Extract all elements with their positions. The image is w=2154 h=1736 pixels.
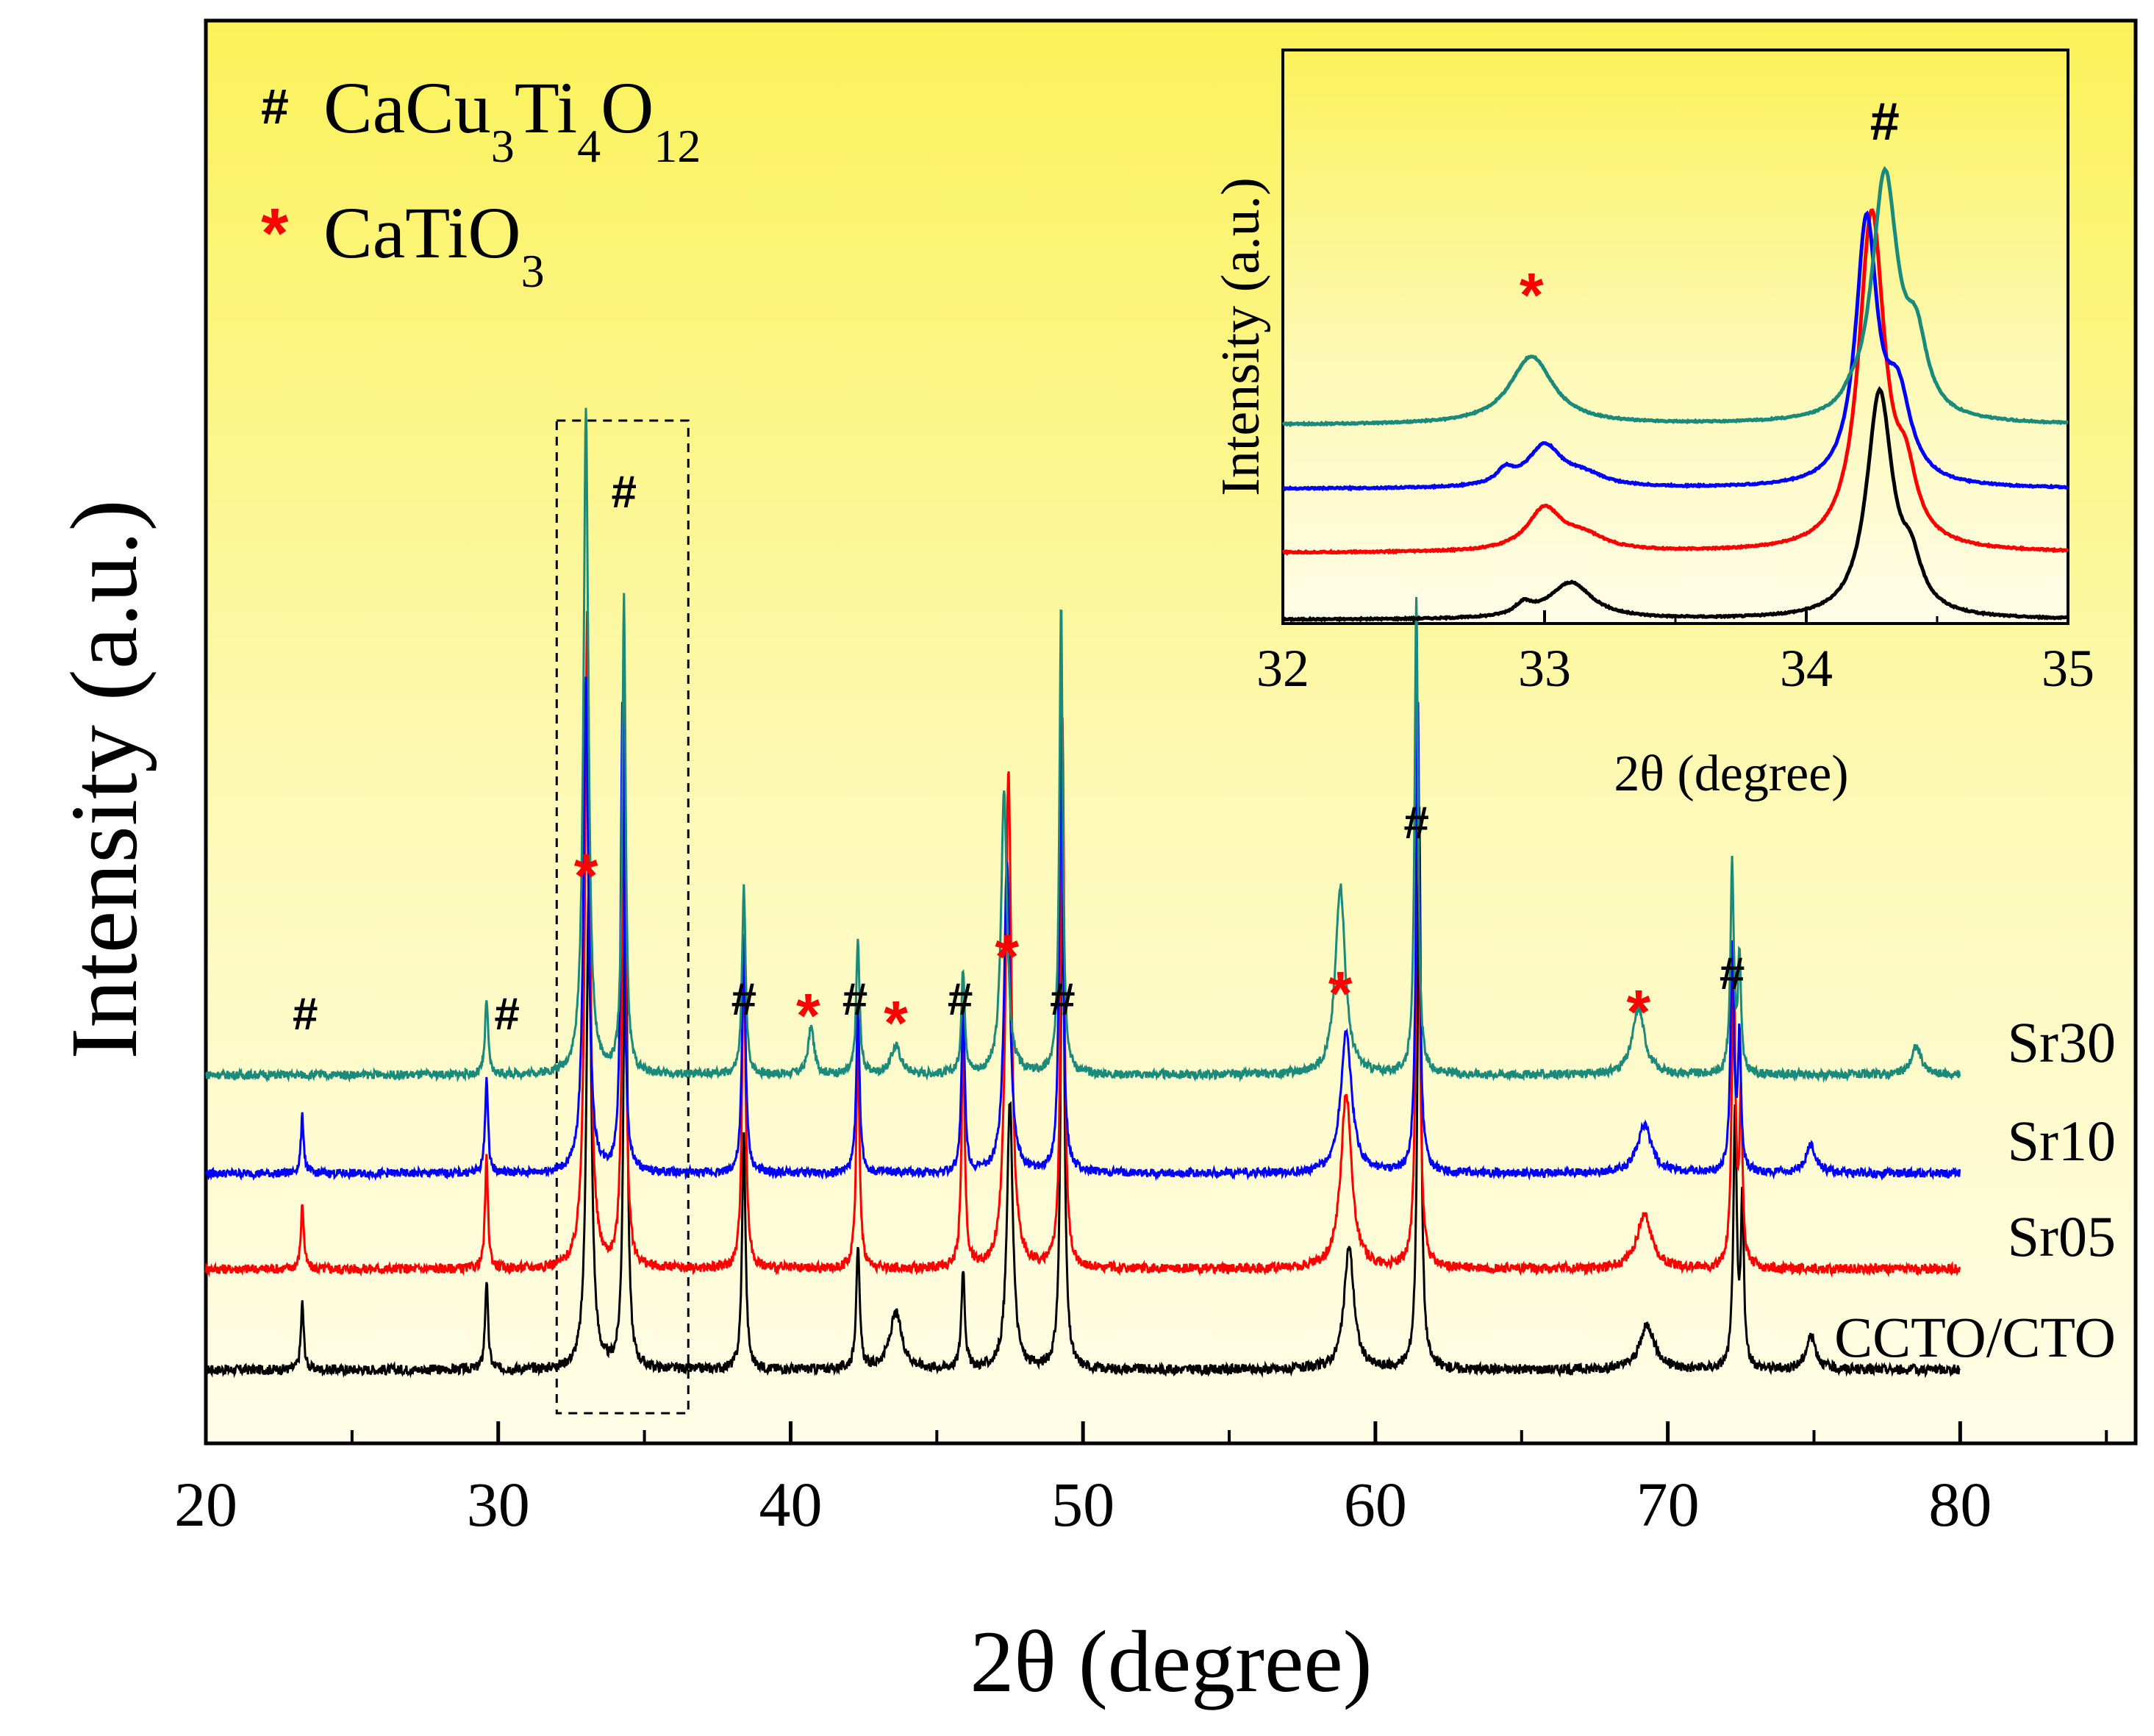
peak-marker-ccto: # [948, 974, 973, 1025]
legend: # CaCu3Ti4O12 * CaTiO3 [261, 67, 701, 297]
inset-x-tick-label: 35 [2042, 639, 2094, 698]
x-tick-label: 70 [1636, 1469, 1700, 1540]
series-line-sr10 [204, 676, 1961, 1182]
legend-label-ccto: CaCu3Ti4O12 [323, 67, 701, 172]
series-line-sr30 [204, 407, 1961, 1083]
y-axis-title: Intensity (a.u.) [51, 499, 157, 1060]
series-label-sr10: Sr10 [2008, 1109, 2116, 1173]
inset-peak-marker-ccto: # [1870, 93, 1900, 151]
peak-marker-cto: * [995, 922, 1019, 991]
inset-x-tick-label: 34 [1780, 639, 1833, 698]
peak-marker-ccto: # [1720, 949, 1745, 999]
inset-y-axis-title: Intensity (a.u.) [1211, 177, 1271, 496]
peak-marker-ccto: # [612, 467, 637, 518]
peak-marker-cto: * [1328, 959, 1353, 1028]
peak-marker-cto: * [796, 981, 820, 1050]
inset-series-line-sr05 [1281, 208, 2069, 556]
inset-peak-marker-cto: * [1520, 260, 1544, 329]
peak-marker-ccto: # [731, 974, 756, 1025]
x-axis-title: 2θ (degree) [970, 1612, 1372, 1710]
series-label-ccto-cto: CCTO/CTO [1834, 1305, 2116, 1369]
zoom-region-box [555, 419, 690, 1415]
x-tick-label: 50 [1051, 1469, 1114, 1540]
peak-marker-ccto: # [1050, 974, 1075, 1025]
peak-marker-ccto: # [1403, 798, 1428, 849]
peak-marker-cto: * [884, 988, 908, 1057]
series-line-ccto-cto [205, 807, 1961, 1379]
peak-marker-ccto: # [494, 989, 519, 1040]
peak-marker-ccto: # [842, 974, 867, 1025]
x-tick-label: 20 [174, 1469, 237, 1540]
inset-x-tick-label: 32 [1256, 639, 1309, 698]
peak-marker-ccto: # [293, 989, 318, 1040]
peak-marker-cto: * [1627, 977, 1651, 1046]
x-tick-label: 30 [467, 1469, 530, 1540]
legend-symbol-hash: # [261, 79, 289, 135]
legend-symbol-star: * [261, 194, 289, 273]
series-line-sr05 [204, 611, 1961, 1279]
legend-label-cto: CaTiO3 [323, 192, 545, 297]
series-label-sr05: Sr05 [2008, 1204, 2116, 1268]
inset-series-line-sr30 [1281, 165, 2069, 428]
x-tick-label: 60 [1344, 1469, 1407, 1540]
inset-series-line-sr10 [1282, 210, 2069, 492]
x-tick-label: 40 [759, 1469, 822, 1540]
peak-marker-cto: * [574, 841, 598, 910]
inset-x-axis-title: 2θ (degree) [1614, 746, 1848, 802]
series-label-sr30: Sr30 [2008, 1010, 2116, 1074]
x-tick-label: 80 [1928, 1469, 1992, 1540]
inset-x-tick-label: 33 [1518, 639, 1571, 698]
